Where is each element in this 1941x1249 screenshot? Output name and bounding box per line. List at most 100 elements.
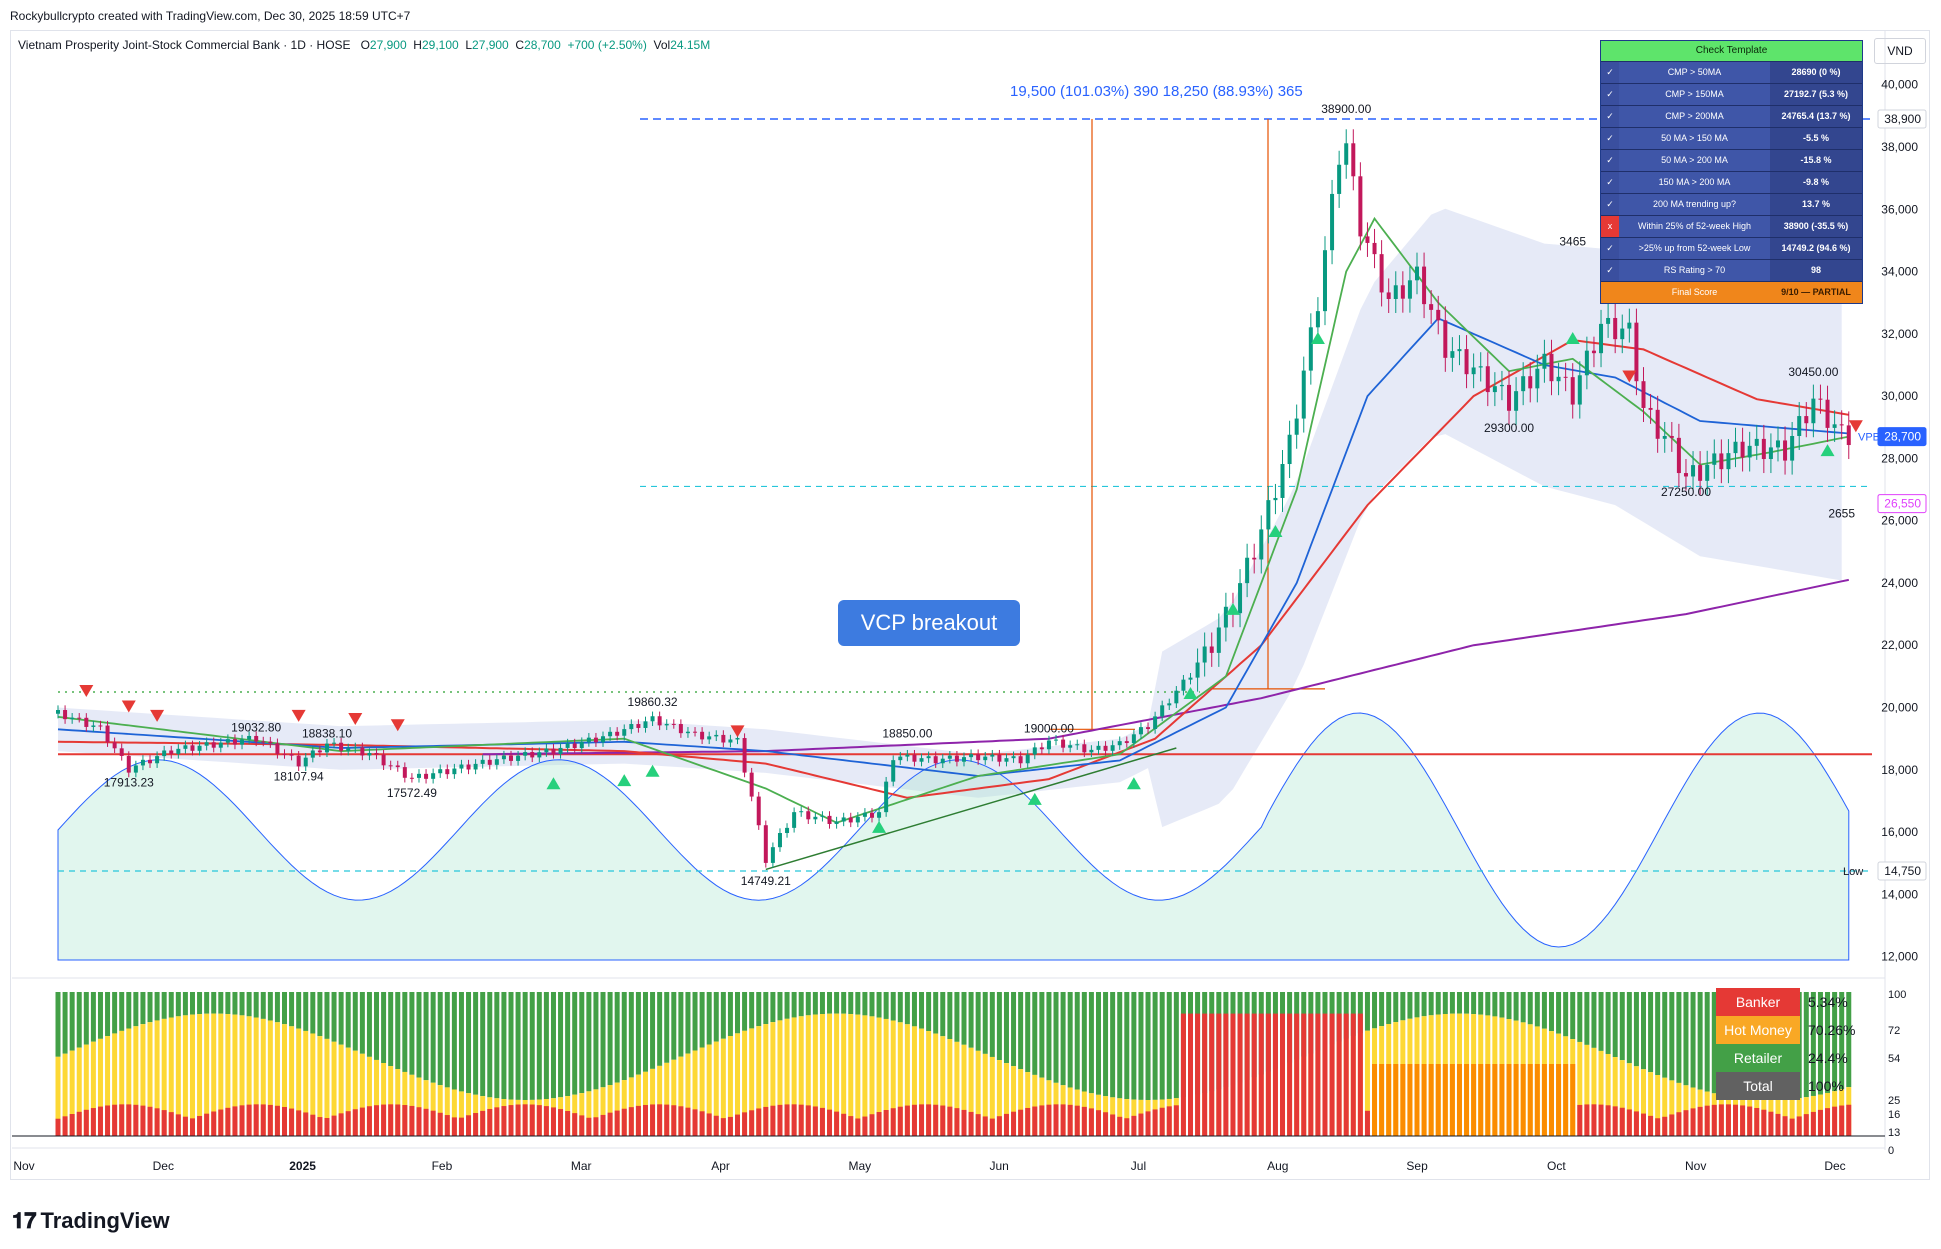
candle-body (1018, 756, 1023, 764)
check-status-icon: ✓ (1601, 128, 1619, 149)
flow-retail-bar (1032, 992, 1038, 1075)
candle-body (303, 757, 308, 767)
symbol-tag: VPB (1858, 432, 1880, 444)
flow-banker-bar (819, 1107, 825, 1136)
flow-retail-bar (1471, 992, 1477, 1015)
flow-retail-bar (1810, 992, 1816, 1096)
candle-body (1591, 350, 1596, 354)
flow-banker-bar (1527, 1064, 1533, 1136)
candle-body (402, 767, 407, 778)
candle-body (332, 742, 337, 744)
flow-retail-bar (1612, 992, 1618, 1058)
candle-body (197, 745, 202, 751)
time-axis-month: May (849, 1159, 872, 1173)
sell-signal-marker (150, 709, 165, 722)
flow-banker-bar (1011, 1111, 1017, 1136)
flow-retail-bar (197, 992, 203, 1015)
candle-body (1478, 366, 1483, 368)
flow-hot-bar (232, 1014, 238, 1136)
flow-retail-bar (189, 992, 195, 1015)
flow-hot-bar (1011, 1066, 1017, 1136)
check-template-table: Check Template ✓ CMP > 50MA 28690 (0 %) ✓ CM… (1600, 40, 1863, 304)
candle-body (919, 758, 924, 762)
candle-body (1216, 627, 1221, 653)
flow-banker-bar (1556, 1064, 1562, 1136)
flow-banker-bar (1817, 1109, 1823, 1136)
flow-banker-bar (317, 1117, 323, 1136)
candle-body (558, 747, 563, 754)
flow-banker-bar (1796, 1116, 1802, 1136)
buy-signal-marker (617, 774, 632, 787)
candle-body (91, 725, 96, 727)
flow-banker-bar (692, 1109, 698, 1136)
currency-button[interactable]: VND (1874, 38, 1926, 64)
check-template-row: ✓ CMP > 200MA 24765.4 (13.7 %) (1601, 105, 1862, 127)
flow-retail-bar (1513, 992, 1519, 1021)
candle-body (770, 847, 775, 863)
flow-retail-bar (749, 992, 755, 1029)
money-flow-legend: Banker 5.34% Hot Money 70.26% Retailer 24.4% T… (1716, 988, 1856, 1100)
flow-hot-bar (593, 1089, 599, 1136)
flow-hot-bar (296, 1028, 302, 1136)
candle-body (622, 729, 627, 736)
flow-hot-bar (282, 1024, 287, 1136)
flow-banker-bar (841, 1113, 847, 1136)
flow-banker-bar (1513, 1064, 1519, 1136)
flow-hot-bar (777, 1020, 783, 1136)
flow-hot-bar (374, 1059, 380, 1136)
flow-retail-bar (996, 992, 1002, 1061)
flow-banker-bar (550, 1107, 556, 1136)
flow-banker-bar (76, 1111, 82, 1136)
flow-retail-bar (904, 992, 910, 1025)
check-criterion: CMP > 150MA (1619, 84, 1770, 105)
flow-retail-bar (1832, 992, 1838, 1092)
flow-retail-bar (246, 992, 252, 1017)
flow-retail-bar (1414, 992, 1420, 1018)
flow-hot-bar (883, 1018, 889, 1136)
flow-retail-bar (1584, 992, 1590, 1045)
chart-frame[interactable] (10, 30, 1930, 1180)
flow-retail-bar (975, 992, 981, 1051)
flow-banker-bar (126, 1104, 132, 1136)
flow-retail-bar (1400, 992, 1406, 1021)
flow-retail-bar (1485, 992, 1491, 1016)
candle-body (282, 753, 287, 755)
price-axis-tag-bg (1877, 861, 1927, 881)
flow-banker-bar (1612, 1106, 1618, 1136)
price-axis-tick: 16,000 (1881, 825, 1918, 839)
flow-retail-bar (572, 992, 578, 1095)
flow-banker-bar (310, 1114, 316, 1136)
flow-retail-bar (1379, 992, 1385, 1027)
candle-body (1344, 143, 1349, 165)
final-score-check (1601, 282, 1619, 303)
flow-hot-bar (756, 1026, 762, 1136)
flow-hot-bar (1789, 1098, 1795, 1136)
flow-retail-bar (650, 992, 656, 1069)
candle-body (268, 741, 273, 744)
time-axis-month: Sep (1406, 1159, 1428, 1173)
check-template-row: ✓ >25% up from 52-week Low 14749.2 (94.6 %… (1601, 237, 1862, 259)
flow-banker-bar (204, 1113, 210, 1136)
vcp-breakout-callout: VCP breakout (838, 600, 1020, 646)
candle-body (813, 816, 818, 820)
flow-retail-bar (926, 992, 932, 1032)
flow-retail-bar (1697, 992, 1703, 1090)
candle-body (1181, 679, 1186, 691)
flow-retail-bar (1145, 992, 1151, 1100)
flow-hot-bar (742, 1030, 748, 1136)
flow-retail-bar (841, 992, 847, 1014)
flow-banker-bar (211, 1111, 217, 1136)
flow-retail-bar (1018, 992, 1024, 1070)
tradingview-logo[interactable]: 𝟏𝟕 TradingView (12, 1208, 170, 1234)
candle-body (1131, 734, 1136, 744)
flow-banker-bar (1825, 1108, 1831, 1136)
flow-hot-bar (1598, 1050, 1604, 1136)
candle-body (940, 758, 945, 764)
flow-retail-bar (713, 992, 719, 1042)
flow-retail-bar (1605, 992, 1611, 1054)
candle-body (77, 717, 82, 719)
candle-body (1117, 741, 1122, 746)
candle-body (1698, 465, 1703, 481)
candle-body (1471, 367, 1476, 375)
